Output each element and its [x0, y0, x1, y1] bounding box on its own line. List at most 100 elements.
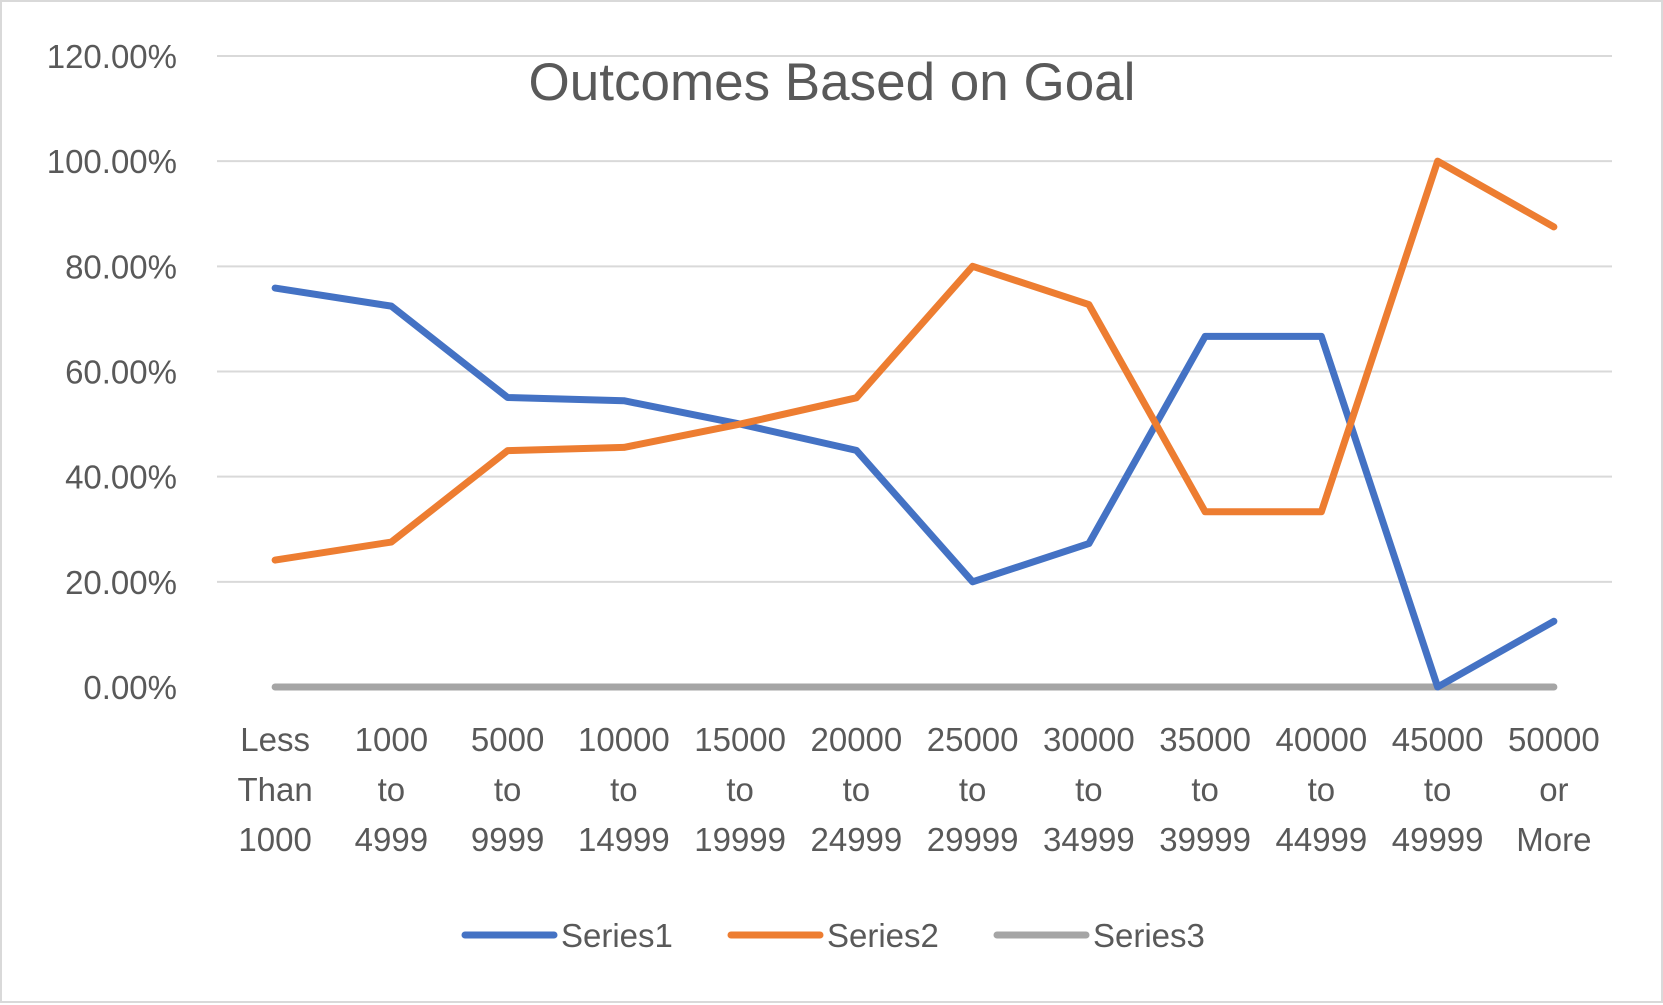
data-point-series2: [390, 541, 392, 543]
x-category-label-line: 34999: [1043, 821, 1135, 858]
x-category-label-line: 1000: [355, 721, 428, 758]
legend-item-series3: Series3: [993, 917, 1205, 954]
y-tick-label: 40.00%: [65, 459, 177, 496]
series-lines: [271, 157, 1558, 691]
x-category-label-line: Than: [238, 771, 313, 808]
legend-item-series1: Series1: [461, 917, 673, 954]
x-category-label-line: Less: [240, 721, 310, 758]
x-category-label-line: 49999: [1392, 821, 1484, 858]
y-axis-tick-labels: 0.00% 20.00% 40.00% 60.00% 80.00% 100.00% 120.…: [47, 38, 177, 706]
data-point-series3: [1204, 686, 1206, 688]
x-category-label-line: to: [959, 771, 987, 808]
x-category-label-line: 9999: [471, 821, 544, 858]
x-category-label-line: to: [843, 771, 871, 808]
x-category-label: 5000 to 9999: [471, 721, 544, 858]
gridlines: [217, 55, 1612, 583]
data-point-series1: [1320, 335, 1322, 337]
legend-label: Series3: [1093, 917, 1205, 954]
x-category-label: 45000 to 49999: [1392, 721, 1484, 858]
x-category-label: 15000 to 19999: [694, 721, 786, 858]
data-point-series1: [972, 581, 974, 583]
x-category-label-line: 40000: [1275, 721, 1367, 758]
data-point-series2: [1320, 511, 1322, 513]
data-point-series1: [1204, 335, 1206, 337]
data-point-series2: [1437, 160, 1439, 162]
y-tick-label: 0.00%: [83, 669, 177, 706]
x-category-label-line: 29999: [927, 821, 1019, 858]
data-point-series3: [739, 686, 741, 688]
x-category-label: 50000 or More: [1508, 721, 1600, 858]
data-point-series1: [855, 449, 857, 451]
y-tick-label: 60.00%: [65, 354, 177, 391]
data-point-series1: [507, 397, 509, 399]
legend-label: Series2: [827, 917, 939, 954]
x-category-label: 10000 to 14999: [578, 721, 670, 858]
x-category-label-line: to: [1075, 771, 1103, 808]
data-point-series2: [507, 450, 509, 452]
data-point-series2: [972, 265, 974, 267]
data-point-series3: [274, 686, 276, 688]
legend: Series1 Series2 Series3: [461, 917, 1205, 954]
x-category-label: 35000 to 39999: [1159, 721, 1251, 858]
y-tick-label: 20.00%: [65, 564, 177, 601]
x-category-label-line: to: [494, 771, 522, 808]
y-tick-label: 120.00%: [47, 38, 177, 75]
data-point-series2: [274, 559, 276, 561]
data-point-series3: [507, 686, 509, 688]
y-tick-label: 80.00%: [65, 248, 177, 285]
data-point-series3: [1320, 686, 1322, 688]
data-point-series1: [1088, 543, 1090, 545]
x-category-label-line: 50000: [1508, 721, 1600, 758]
data-point-series3: [1088, 686, 1090, 688]
x-category-label-line: to: [726, 771, 754, 808]
series-line-series1: [271, 284, 1558, 691]
x-category-label-line: 5000: [471, 721, 544, 758]
x-category-label-line: 15000: [694, 721, 786, 758]
data-point-series2: [1088, 304, 1090, 306]
x-category-label-line: to: [1191, 771, 1219, 808]
x-category-label-line: 20000: [810, 721, 902, 758]
data-point-series2: [1553, 226, 1555, 228]
x-category-label-line: 19999: [694, 821, 786, 858]
chart-title: Outcomes Based on Goal: [529, 53, 1136, 112]
series-line-series2: [271, 157, 1558, 564]
data-point-series2: [1204, 511, 1206, 513]
data-point-series1: [1553, 620, 1555, 622]
x-category-label-line: to: [1308, 771, 1336, 808]
data-point-series3: [1553, 686, 1555, 688]
x-category-label: 40000 to 44999: [1275, 721, 1367, 858]
data-point-series3: [855, 686, 857, 688]
x-category-label: 20000 to 24999: [810, 721, 902, 858]
x-category-label-line: to: [378, 771, 406, 808]
data-point-series2: [739, 423, 741, 425]
x-category-label: Less Than 1000: [238, 721, 313, 858]
x-category-label-line: 44999: [1275, 821, 1367, 858]
legend-item-series2: Series2: [727, 917, 939, 954]
data-point-series1: [1437, 686, 1439, 688]
x-category-label-line: 14999: [578, 821, 670, 858]
x-category-label-line: 10000: [578, 721, 670, 758]
x-category-label-line: 35000: [1159, 721, 1251, 758]
data-point-series2: [855, 397, 857, 399]
x-category-label-line: 1000: [238, 821, 311, 858]
x-category-label: 1000 to 4999: [355, 721, 428, 858]
x-category-label-line: 30000: [1043, 721, 1135, 758]
x-category-label-line: 24999: [810, 821, 902, 858]
x-category-label-line: More: [1516, 821, 1591, 858]
x-category-label-line: or: [1539, 771, 1568, 808]
data-point-series3: [623, 686, 625, 688]
data-point-series1: [274, 287, 276, 289]
x-category-label-line: 39999: [1159, 821, 1251, 858]
x-category-label: 25000 to 29999: [927, 721, 1019, 858]
data-point-series2: [623, 446, 625, 448]
data-point-series1: [623, 400, 625, 402]
data-point-series1: [390, 305, 392, 307]
x-category-label-line: to: [1424, 771, 1452, 808]
data-point-series3: [390, 686, 392, 688]
x-category-label-line: 25000: [927, 721, 1019, 758]
x-category-label-line: 4999: [355, 821, 428, 858]
y-tick-label: 100.00%: [47, 143, 177, 180]
